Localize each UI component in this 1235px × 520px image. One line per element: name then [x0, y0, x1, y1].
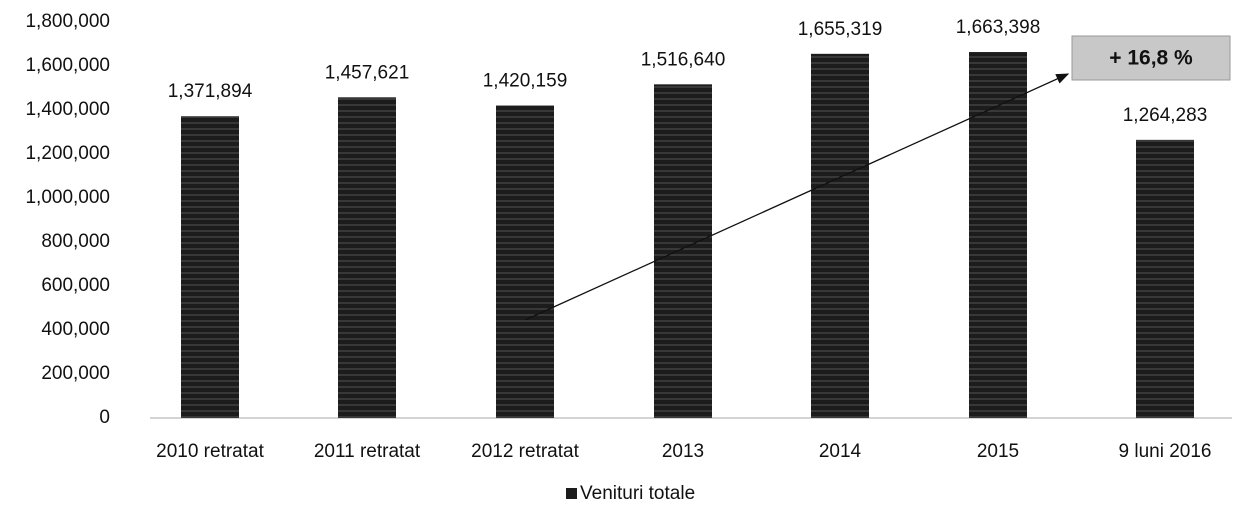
y-tick-label: 800,000: [41, 231, 110, 252]
bar-texture: [1136, 139, 1194, 419]
value-label: 1,457,621: [325, 62, 410, 83]
x-tick-label: 2013: [662, 441, 704, 462]
value-label: 1,420,159: [483, 71, 568, 92]
x-tick-label: 2012 retratat: [471, 441, 579, 462]
bar-texture: [811, 53, 869, 418]
trend-arrow: [524, 73, 1070, 321]
annotation-box: [1071, 35, 1231, 81]
value-label: 1,663,398: [956, 17, 1041, 38]
y-tick-label: 600,000: [41, 275, 110, 296]
y-tick-label: 1,400,000: [25, 99, 110, 120]
x-tick-label: 2014: [819, 441, 862, 462]
y-tick-label: 400,000: [41, 319, 110, 340]
bars: [181, 52, 1194, 419]
legend-swatch: [566, 488, 577, 499]
y-tick-label: 0: [99, 407, 110, 428]
value-label: 1,264,283: [1123, 105, 1208, 126]
x-tick-label: 9 luni 2016: [1119, 441, 1212, 462]
value-label: 1,516,640: [641, 49, 726, 70]
legend-label: Venituri totale: [580, 483, 695, 504]
x-tick-label: 2015: [977, 441, 1019, 462]
value-label: 1,655,319: [798, 19, 883, 40]
bar-texture: [496, 105, 554, 419]
x-tick-label: 2011 retratat: [314, 441, 421, 462]
x-tick-label: 2010 retratat: [156, 441, 264, 462]
value-label: 1,371,894: [168, 81, 253, 102]
y-tick-label: 1,600,000: [25, 55, 110, 76]
bar-texture: [181, 116, 239, 418]
bar-texture: [969, 52, 1027, 419]
y-tick-label: 1,800,000: [25, 11, 110, 32]
y-tick-label: 1,200,000: [25, 143, 110, 164]
y-tick-label: 1,000,000: [25, 187, 110, 208]
annotation: + 16,8 %: [1109, 47, 1193, 70]
bar-texture: [338, 97, 396, 419]
y-tick-label: 200,000: [41, 363, 110, 384]
bar-texture: [654, 84, 712, 418]
